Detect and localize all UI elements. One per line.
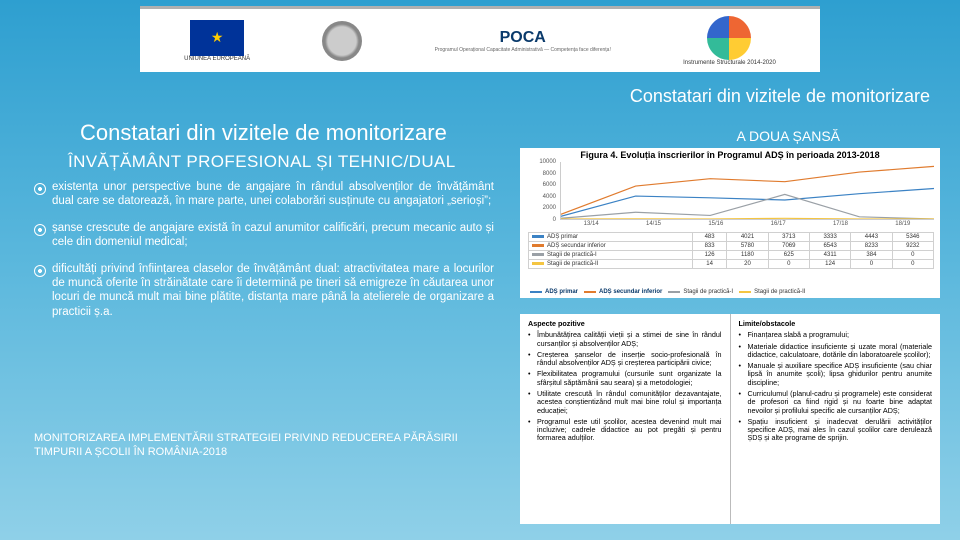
chart-data-table: ADȘ primar48340213713333344435346ADȘ sec… xyxy=(528,232,934,269)
structural-funds-icon xyxy=(707,16,751,60)
positive-item: Utilitate crescută în rândul comunitățil… xyxy=(528,390,722,415)
poca-sub: Programul Operațional Capacitate Adminis… xyxy=(435,47,611,53)
limit-item: Materiale didactice insuficiente și uzat… xyxy=(739,343,933,360)
positives-header: Aspecte pozitive xyxy=(528,320,722,328)
chart-title: Figura 4. Evoluția înscrierilor în Progr… xyxy=(520,148,940,160)
positives-list: Îmbunătățirea calității vieții și a stim… xyxy=(528,331,722,442)
struct-text: Instrumente Structurale 2014-2020 xyxy=(683,60,776,66)
positive-item: Flexibilitatea programului (cursurile su… xyxy=(528,370,722,387)
eu-text: UNIUNEA EUROPEANĂ xyxy=(184,56,250,62)
bullet-item: dificultăți privind înființarea claselor… xyxy=(34,262,494,320)
positive-item: Îmbunătățirea calității vieții și a stim… xyxy=(528,331,722,348)
logo-ro-emblem xyxy=(322,21,362,61)
bullet-item: șanse crescute de angajare există în caz… xyxy=(34,221,494,250)
pros-cons-box: Aspecte pozitive Îmbunătățirea calității… xyxy=(520,314,940,524)
positive-item: Programul este util școlilor, acestea de… xyxy=(528,418,722,443)
romania-emblem-icon xyxy=(322,21,362,61)
eu-flag-icon: ★ xyxy=(190,20,244,56)
section-title-left: Constatari din vizitele de monitorizare xyxy=(80,120,447,146)
chart-legend: ADȘ primarADȘ secundar inferiorStagii de… xyxy=(528,288,934,296)
logo-poca: POCA Programul Operațional Capacitate Ad… xyxy=(435,29,611,53)
section-subtitle-left: ÎNVĂȚĂMÂNT PROFESIONAL ȘI TEHNIC/DUAL xyxy=(68,152,456,172)
footer-note: MONITORIZAREA IMPLEMENTĂRII STRATEGIEI P… xyxy=(34,432,494,460)
positives-column: Aspecte pozitive Îmbunătățirea calității… xyxy=(520,314,730,524)
bullet-list: existența unor perspective bune de angaj… xyxy=(34,180,494,331)
poca-text: POCA xyxy=(500,29,546,47)
logo-struct: Instrumente Structurale 2014-2020 xyxy=(683,16,776,66)
page-title-right: Constatari din vizitele de monitorizare xyxy=(630,86,930,107)
limits-list: Finanțarea slabă a programului; Materiale… xyxy=(739,331,933,442)
chart-x-ticks: 13/1414/1515/1616/1717/1818/19 xyxy=(560,221,934,227)
chart-figure4: Figura 4. Evoluția înscrierilor în Progr… xyxy=(520,148,940,298)
chart-y-ticks: 0200040006000800010000 xyxy=(520,162,558,220)
limit-item: Manuale și auxiliare specifice ADȘ insuf… xyxy=(739,362,933,387)
limit-item: Spațiu insuficient și inadecvat derulări… xyxy=(739,418,933,443)
logo-bar: ★ UNIUNEA EUROPEANĂ POCA Programul Opera… xyxy=(140,6,820,72)
chart-lines xyxy=(561,162,934,219)
limits-header: Limite/obstacole xyxy=(739,320,933,328)
logo-eu: ★ UNIUNEA EUROPEANĂ xyxy=(184,20,250,62)
limits-column: Limite/obstacole Finanțarea slabă a prog… xyxy=(730,314,941,524)
positive-item: Creșterea șanselor de inserție socio-pro… xyxy=(528,351,722,368)
chart-plot-area xyxy=(560,162,934,220)
limit-item: Curriculumul (planul-cadru și programele… xyxy=(739,390,933,415)
section-title-right: A DOUA ȘANSĂ xyxy=(737,128,840,144)
bullet-item: existența unor perspective bune de angaj… xyxy=(34,180,494,209)
limit-item: Finanțarea slabă a programului; xyxy=(739,331,933,339)
